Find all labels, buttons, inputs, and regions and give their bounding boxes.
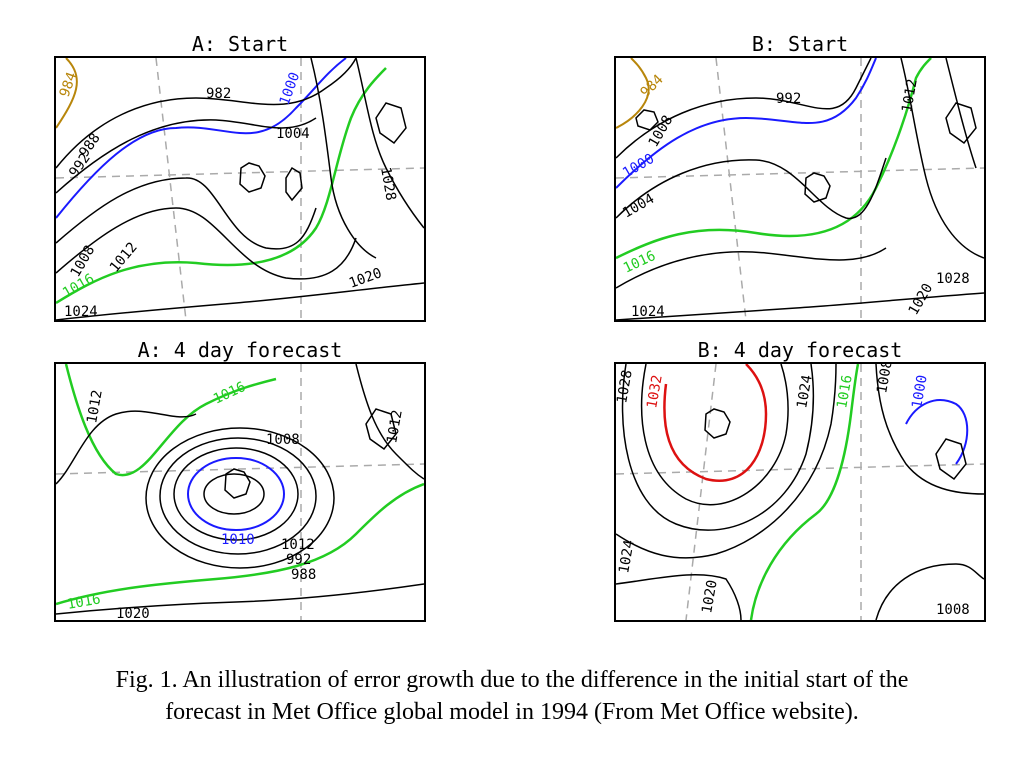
isobar-label: 982 — [206, 86, 231, 102]
isobars-black — [616, 58, 984, 320]
isobar-high-red — [663, 364, 768, 482]
isobar-label: 992 — [776, 91, 801, 107]
panel-title: B: 4 day forecast — [697, 338, 903, 362]
isobar-label: 992 — [286, 552, 311, 568]
isobar-green — [56, 67, 387, 305]
isobar-label: 1004 — [276, 126, 310, 142]
isobars-black — [56, 364, 424, 615]
isobar-label: 1020 — [699, 579, 721, 615]
isobar-label: 1024 — [794, 374, 816, 410]
isobar-label: 1008 — [936, 602, 970, 618]
isobar-label: 1008 — [646, 113, 677, 150]
isobar-map: 984 982 1000 1008 1012 1016 1020 1024 99… — [54, 56, 426, 322]
isobar-map: 1028 1032 1024 1016 1008 1000 1024 1020 … — [614, 362, 986, 622]
caption-line-1: Fig. 1. An illustration of error growth … — [115, 667, 909, 693]
isobar-label: 1028 — [377, 166, 399, 202]
isobar-label: 1016 — [834, 374, 856, 410]
isobar-label: 1000 — [909, 374, 931, 410]
isobar-984 — [56, 58, 78, 129]
isobar-label: 1020 — [116, 606, 150, 620]
isobar-label: 984 — [638, 72, 667, 101]
isobar-blue — [905, 399, 969, 465]
isobars-black — [56, 58, 424, 320]
panel-b-forecast: B: 4 day forecast 1028 1032 — [614, 338, 986, 630]
figure-caption: Fig. 1. An illustration of error growth … — [0, 664, 1024, 728]
isobar-label: 984 — [57, 70, 81, 99]
isobar-blue — [56, 58, 347, 219]
isobars-black — [616, 364, 984, 620]
panel-a-start: A: Start 984 9 — [54, 32, 426, 324]
isobar-label: 1008 — [266, 432, 300, 448]
isobar-label: 1008 — [874, 364, 896, 395]
low-blue — [187, 457, 285, 531]
isobar-label: 988 — [291, 567, 316, 583]
isobar-label: 1028 — [936, 271, 970, 287]
grid-lines — [56, 364, 424, 620]
isobar-green — [749, 364, 860, 620]
caption-line-2: forecast in Met Office global model in 1… — [165, 699, 859, 725]
isobar-label: 1024 — [64, 304, 98, 320]
isobar-label: 1028 — [616, 369, 636, 405]
isobar-green-bottom — [56, 482, 424, 606]
isobar-green — [616, 58, 932, 260]
isobar-green-top — [64, 364, 277, 477]
isobar-label: 1012 — [899, 78, 921, 114]
panel-a-forecast: A: 4 day forecast 1016 1012 — [54, 338, 426, 630]
isobar-label: 1016 — [66, 591, 102, 613]
panel-title: A: 4 day forecast — [137, 338, 343, 362]
isobar-label: 1012 — [281, 537, 315, 553]
isobar-984 — [616, 58, 650, 129]
isobar-map: 1016 1012 1020 1016 1008 1012 992 988 10… — [54, 362, 426, 622]
isobar-map: 984 992 1000 1004 1008 1016 1024 1012 10… — [614, 56, 986, 322]
isobar-blue — [616, 58, 877, 189]
panel-b-start: B: Start 984 992 — [614, 32, 986, 324]
isobar-label: 1012 — [384, 409, 406, 445]
isobar-label: 1032 — [644, 374, 666, 410]
panel-title: A: Start — [191, 32, 289, 56]
panel-title: B: Start — [751, 32, 849, 56]
isobar-label: 1004 — [620, 191, 657, 222]
isobar-label: 1016 — [211, 379, 248, 408]
isobar-label: 1012 — [84, 389, 106, 425]
isobar-label: 1024 — [616, 539, 638, 575]
isobar-label: 1010 — [221, 532, 255, 548]
isobar-label: 1024 — [631, 304, 665, 320]
